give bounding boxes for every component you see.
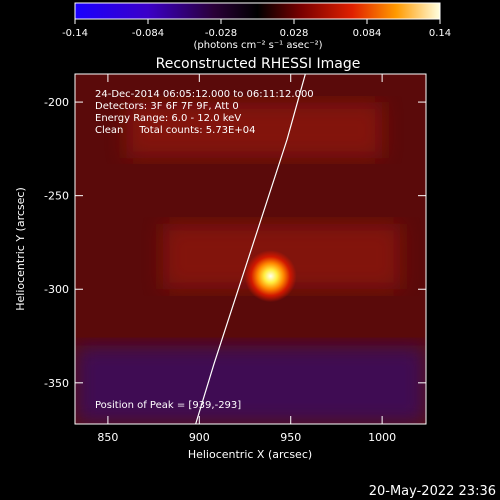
colorbar-tick-label: -0.084 [132, 28, 164, 39]
colorbar-tick-label: 0.084 [353, 28, 382, 39]
colorbar-gradient [74, 2, 441, 20]
footer-timestamp: 20-May-2022 23:36 [369, 484, 496, 499]
x-tick-label: 900 [189, 431, 210, 444]
info-detectors: Detectors: 3F 6F 7F 9F, Att 0 [95, 101, 239, 112]
y-tick-label: -250 [44, 190, 69, 203]
x-tick-label: 850 [97, 431, 118, 444]
y-tick-label: -300 [44, 283, 69, 296]
heatmap-layer [75, 102, 426, 424]
info-time-range: 24-Dec-2014 06:05:12.000 to 06:11:12.000 [95, 89, 314, 100]
plot-title: Reconstructed RHESSI Image [156, 56, 361, 72]
x-axis-label: Heliocentric X (arcsec) [188, 448, 312, 461]
info-energy-range: Energy Range: 6.0 - 12.0 keV [95, 113, 241, 124]
colorbar-tick-label: 0.14 [429, 28, 451, 39]
flare-peak-source [244, 250, 297, 303]
colorbar: -0.14 -0.084 -0.028 0.028 0.084 0.14 (photons… [62, 2, 451, 51]
colorbar-tick-label: -0.14 [62, 28, 88, 39]
y-tick-label: -350 [44, 377, 69, 390]
colorbar-tick-label: -0.028 [205, 28, 237, 39]
observation-info: 24-Dec-2014 06:05:12.000 to 06:11:12.000… [95, 89, 314, 136]
colorbar-tick-label: 0.028 [280, 28, 309, 39]
x-tick-label: 950 [280, 431, 301, 444]
peak-position-label: Position of Peak = [939,-293] [95, 400, 241, 411]
y-axis-ticks: -350 -300 -250 -200 [44, 96, 426, 390]
x-tick-label: 1000 [368, 431, 396, 444]
heatmap-image [75, 74, 426, 424]
solar-limb-line [195, 74, 306, 424]
y-tick-label: -200 [44, 96, 69, 109]
y-axis-label: Heliocentric Y (arcsec) [14, 187, 27, 311]
colorbar-ticks: -0.14 -0.084 -0.028 0.028 0.084 0.14 [62, 19, 451, 39]
info-total-counts: Clean Total counts: 5.73E+04 [95, 125, 255, 136]
colorbar-units: (photons cm⁻² s⁻¹ asec⁻²) [193, 40, 322, 51]
heatmap-band [126, 102, 383, 159]
x-axis-ticks: 850 900 950 1000 [97, 74, 396, 444]
heatmap-band [75, 345, 426, 424]
plot-frame [74, 73, 427, 425]
